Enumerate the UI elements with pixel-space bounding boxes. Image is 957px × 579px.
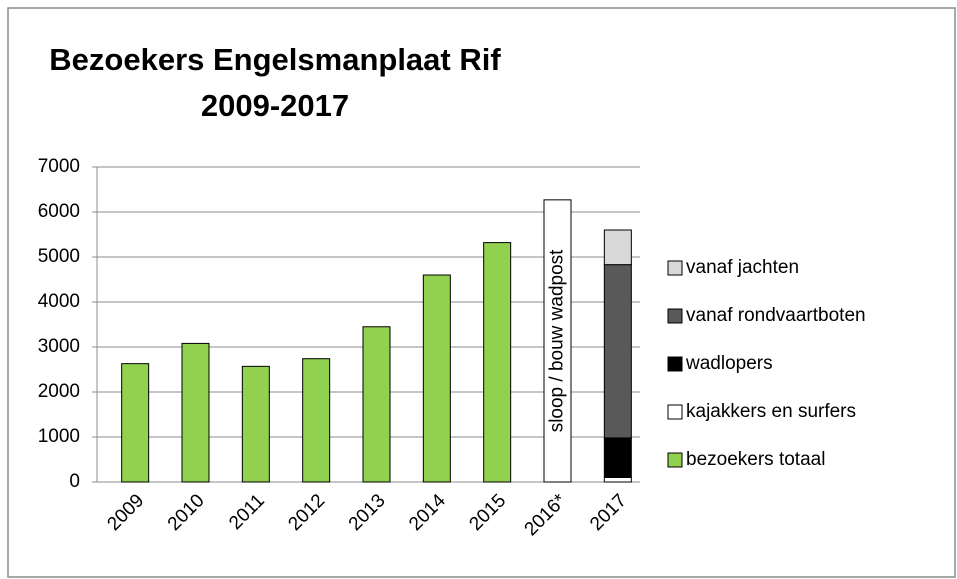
bar-segment (302, 358, 331, 483)
bar-segment (603, 477, 632, 483)
y-tick-label: 2000 (38, 381, 80, 402)
y-tick-label: 5000 (38, 246, 80, 267)
legend-label: kajakkers en surfers (686, 401, 856, 422)
legend-swatch (667, 404, 683, 420)
legend-swatch (667, 308, 683, 324)
legend-label: vanaf jachten (686, 257, 799, 278)
chart-title: Bezoekers Engelsmanplaat Rif (49, 42, 501, 77)
annotation-text: sloop / bouw wadpost (547, 249, 568, 432)
bar-segment (362, 326, 391, 483)
y-tick-label: 1000 (38, 426, 80, 447)
bar-segment (241, 365, 270, 483)
chart-frame (7, 7, 956, 578)
y-tick-label: 3000 (38, 336, 80, 357)
legend-label: bezoekers totaal (686, 449, 825, 470)
annotation-bar (543, 199, 572, 483)
bar-segment (121, 363, 150, 483)
bar-segment (603, 229, 632, 266)
chart-title: 2009-2017 (201, 88, 349, 123)
y-tick-label: 0 (69, 471, 80, 492)
bar-segment (181, 342, 210, 483)
bar-segment (603, 264, 632, 439)
legend-swatch (667, 356, 683, 372)
y-tick-label: 7000 (38, 156, 80, 177)
bar-segment (483, 242, 512, 483)
bar-segment (603, 437, 632, 478)
legend-swatch (667, 260, 683, 276)
y-tick-label: 4000 (38, 291, 80, 312)
y-tick-label: 6000 (38, 201, 80, 222)
bar-segment (422, 274, 451, 483)
legend-swatch (667, 452, 683, 468)
legend-label: vanaf rondvaartboten (686, 305, 866, 326)
legend-label: wadlopers (685, 353, 773, 374)
